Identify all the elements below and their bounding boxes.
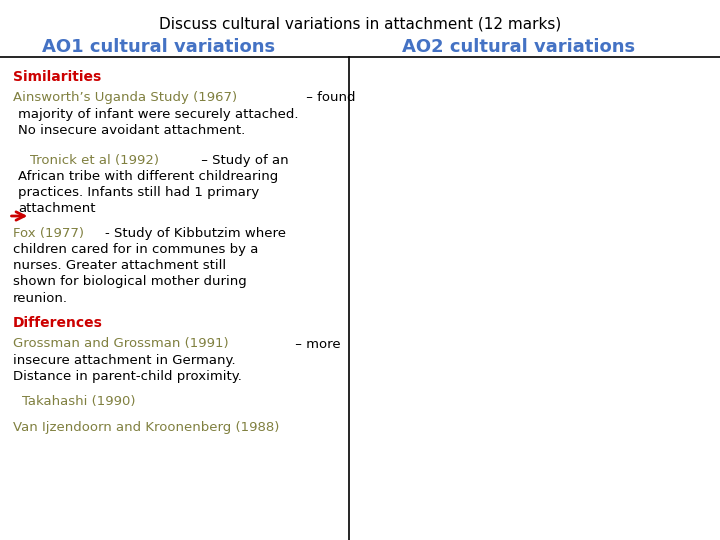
Text: Tronick et al (1992): Tronick et al (1992) bbox=[30, 154, 159, 167]
Text: – found: – found bbox=[302, 91, 356, 104]
Text: Differences: Differences bbox=[13, 316, 103, 330]
Text: insecure attachment in Germany.: insecure attachment in Germany. bbox=[13, 354, 235, 367]
Text: attachment: attachment bbox=[18, 202, 96, 215]
Text: Fox (1977): Fox (1977) bbox=[13, 227, 84, 240]
Text: Takahashi (1990): Takahashi (1990) bbox=[22, 395, 135, 408]
Text: shown for biological mother during: shown for biological mother during bbox=[13, 275, 247, 288]
Text: practices. Infants still had 1 primary: practices. Infants still had 1 primary bbox=[18, 186, 259, 199]
Text: African tribe with different childrearing: African tribe with different childrearin… bbox=[18, 170, 278, 183]
Text: nurses. Greater attachment still: nurses. Greater attachment still bbox=[13, 259, 226, 272]
Text: reunion.: reunion. bbox=[13, 292, 68, 305]
Text: Similarities: Similarities bbox=[13, 70, 102, 84]
Text: children cared for in communes by a: children cared for in communes by a bbox=[13, 243, 258, 256]
Text: - Study of Kibbutzim where: - Study of Kibbutzim where bbox=[104, 227, 286, 240]
Text: – more: – more bbox=[291, 338, 341, 350]
Text: No insecure avoidant attachment.: No insecure avoidant attachment. bbox=[18, 124, 246, 137]
Text: Discuss cultural variations in attachment (12 marks): Discuss cultural variations in attachmen… bbox=[159, 16, 561, 31]
Text: majority of infant were securely attached.: majority of infant were securely attache… bbox=[18, 108, 299, 121]
Text: AO2 cultural variations: AO2 cultural variations bbox=[402, 38, 635, 56]
Text: AO1 cultural variations: AO1 cultural variations bbox=[42, 38, 275, 56]
Text: Grossman and Grossman (1991): Grossman and Grossman (1991) bbox=[13, 338, 228, 350]
Text: Van Ijzendoorn and Kroonenberg (1988): Van Ijzendoorn and Kroonenberg (1988) bbox=[13, 421, 279, 434]
Text: Distance in parent-child proximity.: Distance in parent-child proximity. bbox=[13, 370, 242, 383]
Text: Ainsworth’s Uganda Study (1967): Ainsworth’s Uganda Study (1967) bbox=[13, 91, 237, 104]
Text: – Study of an: – Study of an bbox=[197, 154, 288, 167]
